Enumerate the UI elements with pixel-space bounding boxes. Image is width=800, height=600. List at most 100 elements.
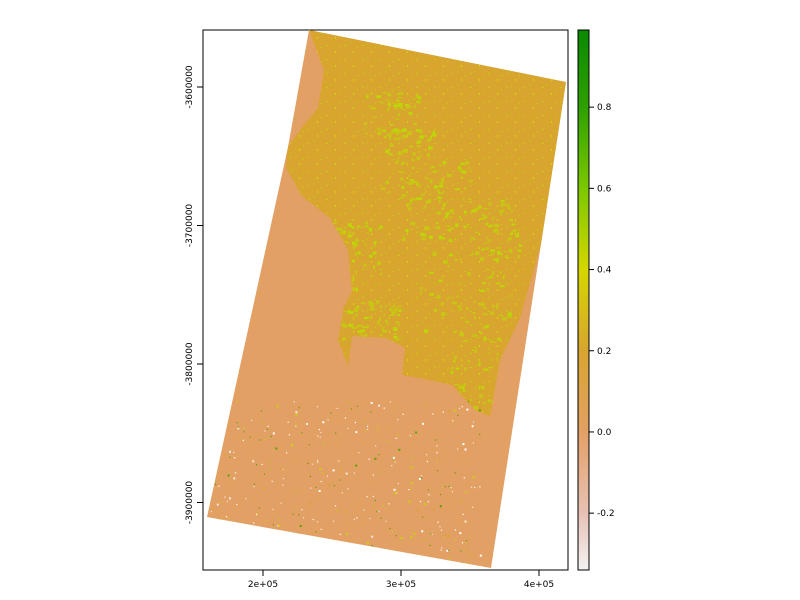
noise-pixel — [345, 472, 348, 475]
vegetation-pixel — [496, 258, 499, 263]
noise-pixel — [437, 470, 439, 472]
noise-pixel — [242, 439, 244, 441]
vegetation-pixel — [390, 124, 394, 126]
vegetation-pixel — [391, 90, 393, 93]
noise-pixel — [418, 478, 421, 480]
noise-pixel — [422, 516, 424, 518]
noise-pixel — [260, 556, 262, 558]
legend-ticks: 0.8 0.6 0.4 0.2 0.0 -0.2 — [589, 103, 615, 519]
noise-pixel — [362, 405, 365, 407]
noise-pixel — [275, 447, 278, 450]
noise-pixel — [474, 487, 476, 489]
noise-pixel — [216, 503, 219, 506]
noise-pixel — [286, 452, 288, 454]
noise-pixel — [465, 540, 468, 542]
vegetation-pixel — [473, 406, 478, 410]
vegetation-pixel — [508, 250, 513, 253]
vegetation-pixel — [370, 303, 374, 307]
noise-pixel — [229, 497, 231, 500]
vegetation-pixel — [499, 246, 501, 250]
vegetation-pixel — [459, 332, 464, 337]
vegetation-pixel — [415, 93, 419, 98]
vegetation-pixel — [479, 218, 484, 220]
vegetation-pixel — [469, 398, 472, 402]
vegetation-pixel — [395, 118, 399, 120]
noise-pixel — [410, 489, 412, 491]
vegetation-pixel — [348, 230, 351, 234]
vegetation-pixel — [423, 329, 429, 333]
noise-pixel — [387, 508, 390, 510]
vegetation-pixel — [486, 288, 490, 291]
noise-pixel — [333, 485, 335, 487]
noise-pixel — [346, 533, 349, 536]
noise-pixel — [375, 445, 377, 447]
vegetation-pixel — [389, 143, 393, 147]
noise-pixel — [392, 456, 395, 459]
noise-pixel — [348, 402, 350, 404]
vegetation-pixel — [385, 99, 391, 102]
noise-pixel — [261, 545, 263, 547]
vegetation-pixel — [380, 187, 386, 190]
vegetation-pixel — [385, 319, 388, 322]
noise-pixel — [468, 549, 470, 552]
vegetation-pixel — [403, 186, 405, 188]
vegetation-pixel — [508, 219, 513, 221]
noise-pixel — [455, 539, 457, 541]
noise-pixel — [429, 518, 431, 520]
vegetation-pixel — [401, 185, 405, 190]
noise-pixel — [351, 563, 353, 566]
noise-pixel — [460, 500, 462, 502]
noise-pixel — [458, 458, 460, 460]
noise-pixel — [312, 518, 314, 521]
vegetation-pixel — [408, 146, 413, 148]
noise-pixel — [301, 432, 303, 434]
vegetation-pixel — [439, 164, 442, 167]
vegetation-pixel — [379, 334, 383, 337]
vegetation-pixel — [481, 249, 484, 251]
vegetation-pixel — [432, 252, 437, 257]
noise-pixel — [227, 421, 229, 423]
legend-tick-label: 0.6 — [597, 184, 612, 194]
vegetation-pixel — [424, 226, 430, 231]
vegetation-pixel — [351, 226, 355, 229]
vegetation-pixel — [473, 208, 479, 210]
noise-pixel — [312, 543, 314, 545]
noise-pixel — [278, 518, 280, 520]
vegetation-pixel — [396, 339, 398, 342]
noise-pixel — [272, 432, 275, 435]
vegetation-pixel — [473, 301, 476, 304]
noise-pixel — [394, 461, 396, 463]
vegetation-pixel — [359, 333, 364, 335]
vegetation-pixel — [492, 216, 494, 221]
noise-pixel — [297, 532, 299, 534]
vegetation-pixel — [405, 228, 409, 233]
noise-pixel — [288, 563, 290, 565]
noise-pixel — [461, 406, 463, 408]
vegetation-pixel — [518, 244, 523, 247]
vegetation-pixel — [391, 129, 395, 131]
vegetation-pixel — [351, 232, 355, 234]
noise-pixel — [427, 501, 429, 503]
noise-pixel — [424, 405, 426, 407]
noise-pixel — [457, 414, 459, 416]
noise-pixel — [439, 455, 441, 457]
vegetation-pixel — [385, 305, 387, 308]
noise-pixel — [290, 536, 292, 538]
vegetation-pixel — [479, 363, 481, 366]
vegetation-pixel — [507, 316, 513, 318]
noise-pixel — [252, 460, 255, 463]
noise-pixel — [347, 427, 349, 429]
vegetation-pixel — [447, 173, 452, 177]
noise-pixel — [439, 494, 442, 496]
vegetation-pixel — [500, 204, 504, 207]
vegetation-pixel — [441, 312, 446, 316]
vegetation-pixel — [379, 102, 384, 104]
vegetation-pixel — [400, 177, 404, 181]
vegetation-pixel — [409, 138, 411, 140]
noise-pixel — [259, 527, 261, 529]
vegetation-pixel — [491, 399, 494, 403]
noise-pixel — [413, 439, 415, 441]
noise-pixel — [230, 546, 232, 549]
vegetation-pixel — [402, 162, 406, 164]
vegetation-pixel — [349, 282, 354, 284]
